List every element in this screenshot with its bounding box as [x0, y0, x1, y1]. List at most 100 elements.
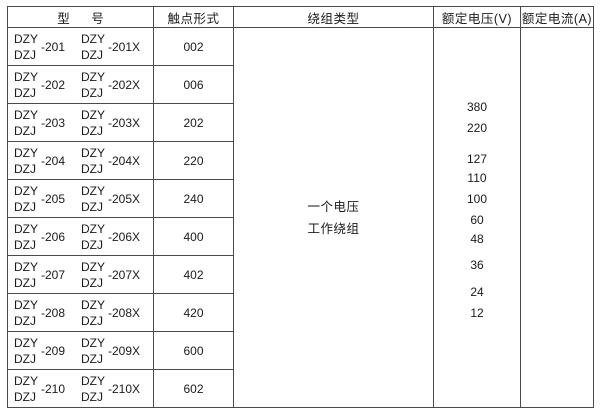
contact-form-value: 420: [183, 305, 204, 320]
model-variant-standard: DZY DZJ -201: [14, 31, 81, 63]
model-prefix-top: DZY: [14, 69, 38, 84]
model-prefix-bottom: DZJ: [14, 199, 36, 214]
model-prefix-x-top: DZY: [81, 107, 105, 122]
contact-form-value: 006: [183, 77, 204, 92]
model-variant-standard: DZY DZJ -205: [14, 183, 81, 215]
model-prefix: DZY DZJ: [14, 107, 38, 139]
model-prefix: DZY DZJ: [14, 183, 38, 215]
model-cell: DZY DZJ -203 DZY DZJ -203X: [7, 103, 154, 142]
contact-form-value: 600: [183, 343, 204, 358]
model-variant-x: DZY DZJ -204X: [81, 145, 148, 177]
model-prefix: DZY DZJ: [14, 69, 38, 101]
table-body: DZY DZJ -201 DZY DZJ -201X: [7, 27, 594, 408]
model-prefix-x: DZY DZJ: [81, 259, 105, 291]
model-prefix-top: DZY: [14, 145, 38, 160]
model-cell: DZY DZJ -207 DZY DZJ -207X: [7, 255, 154, 294]
rated-voltage-value: 12: [470, 306, 484, 320]
model-suffix: -201: [41, 39, 66, 54]
model-variant-x: DZY DZJ -208X: [81, 297, 148, 329]
model-prefix-bottom: DZJ: [14, 123, 36, 138]
rated-voltage-value: 24: [470, 285, 484, 299]
rated-voltage-cell: 380 220 127 110 100 60 48 36 24 12: [433, 27, 521, 408]
rated-voltage-value: 48: [470, 232, 484, 246]
model-suffix: -202: [41, 77, 66, 92]
model-prefix-x: DZY DZJ: [81, 145, 105, 177]
contact-form-value: 402: [183, 267, 204, 282]
model-suffix: -208: [41, 305, 66, 320]
model-prefix-x-top: DZY: [81, 221, 105, 236]
table-row: DZY DZJ -202 DZY DZJ -202X: [7, 65, 594, 104]
model-prefix-x: DZY DZJ: [81, 31, 105, 63]
model-prefix-x-bottom: DZJ: [81, 389, 103, 404]
model-variant-standard: DZY DZJ -208: [14, 297, 81, 329]
model-prefix-x-top: DZY: [81, 183, 105, 198]
model-prefix-x-bottom: DZJ: [81, 85, 103, 100]
contact-form-cell: 602: [153, 369, 234, 408]
model-prefix: DZY DZJ: [14, 145, 38, 177]
model-prefix-x-top: DZY: [81, 145, 105, 160]
model-suffix-x: -203X: [108, 115, 141, 130]
model-suffix: -205: [41, 191, 66, 206]
model-prefix-top: DZY: [14, 107, 38, 122]
model-prefix-x: DZY DZJ: [81, 183, 105, 215]
table-row: DZY DZJ -204 DZY DZJ -204X: [7, 141, 594, 180]
model-suffix-x: -206X: [108, 229, 141, 244]
contact-form-cell: 402: [153, 255, 234, 294]
model-prefix-bottom: DZJ: [14, 275, 36, 290]
model-prefix-top: DZY: [14, 183, 38, 198]
column-header-winding-type: 绕组类型: [233, 6, 434, 28]
model-variant-standard: DZY DZJ -207: [14, 259, 81, 291]
rated-voltage-value: 380: [466, 100, 488, 114]
contact-form-cell: 202: [153, 103, 234, 142]
table-header-row: 型 号 触点形式 绕组类型 额定电压(V) 额定电流(A): [7, 6, 594, 28]
model-prefix-x: DZY DZJ: [81, 297, 105, 329]
column-header-contact-form: 触点形式: [153, 6, 234, 28]
model-prefix-top: DZY: [14, 373, 38, 388]
contact-form-value: 602: [183, 381, 204, 396]
model-prefix-x-bottom: DZJ: [81, 123, 103, 138]
contact-form-cell: 006: [153, 65, 234, 104]
model-prefix-x: DZY DZJ: [81, 221, 105, 253]
rated-voltage-value: 220: [466, 121, 488, 135]
model-prefix-top: DZY: [14, 335, 38, 350]
model-prefix-bottom: DZJ: [14, 85, 36, 100]
contact-form-value: 202: [183, 115, 204, 130]
model-suffix: -207: [41, 267, 66, 282]
model-prefix-x: DZY DZJ: [81, 107, 105, 139]
model-prefix-bottom: DZJ: [14, 351, 36, 366]
table-row: DZY DZJ -207 DZY DZJ -207X: [7, 255, 594, 294]
table-row: DZY DZJ -201 DZY DZJ -201X: [7, 27, 594, 408]
model-prefix: DZY DZJ: [14, 335, 38, 367]
rated-voltage-value: 36: [470, 258, 484, 272]
model-prefix: DZY DZJ: [14, 31, 38, 63]
contact-form-cell: 400: [153, 217, 234, 256]
model-variant-standard: DZY DZJ -204: [14, 145, 81, 177]
model-variant-standard: DZY DZJ -206: [14, 221, 81, 253]
model-prefix-x: DZY DZJ: [81, 335, 105, 367]
model-prefix: DZY DZJ: [14, 221, 38, 253]
model-variant-x: DZY DZJ -209X: [81, 335, 148, 367]
model-prefix-x-bottom: DZJ: [81, 351, 103, 366]
model-variant-x: DZY DZJ -205X: [81, 183, 148, 215]
model-variant-x: DZY DZJ -203X: [81, 107, 148, 139]
column-header-model: 型 号: [7, 6, 154, 28]
model-suffix: -206: [41, 229, 66, 244]
model-prefix-top: DZY: [14, 31, 38, 46]
model-prefix-bottom: DZJ: [14, 47, 36, 62]
contact-form-cell: 240: [153, 179, 234, 218]
model-cell: DZY DZJ -206 DZY DZJ -206X: [7, 217, 154, 256]
model-suffix-x: -208X: [108, 305, 141, 320]
contact-form-cell: 002: [153, 27, 234, 66]
model-prefix-top: DZY: [14, 259, 38, 274]
model-prefix-x-top: DZY: [81, 297, 105, 312]
model-cell: DZY DZJ -210 DZY DZJ -210X: [7, 369, 154, 408]
rated-voltage-value: 100: [466, 192, 488, 206]
model-prefix-top: DZY: [14, 221, 38, 236]
model-suffix-x: -201X: [108, 39, 141, 54]
model-suffix: -210: [41, 381, 66, 396]
model-cell: DZY DZJ -205 DZY DZJ -205X: [7, 179, 154, 218]
model-suffix-x: -204X: [108, 153, 141, 168]
contact-form-value: 002: [183, 39, 204, 54]
relay-specification-table: 型 号 触点形式 绕组类型 额定电压(V) 额定电流(A) DZY DZJ: [7, 6, 594, 408]
contact-form-value: 220: [183, 153, 204, 168]
